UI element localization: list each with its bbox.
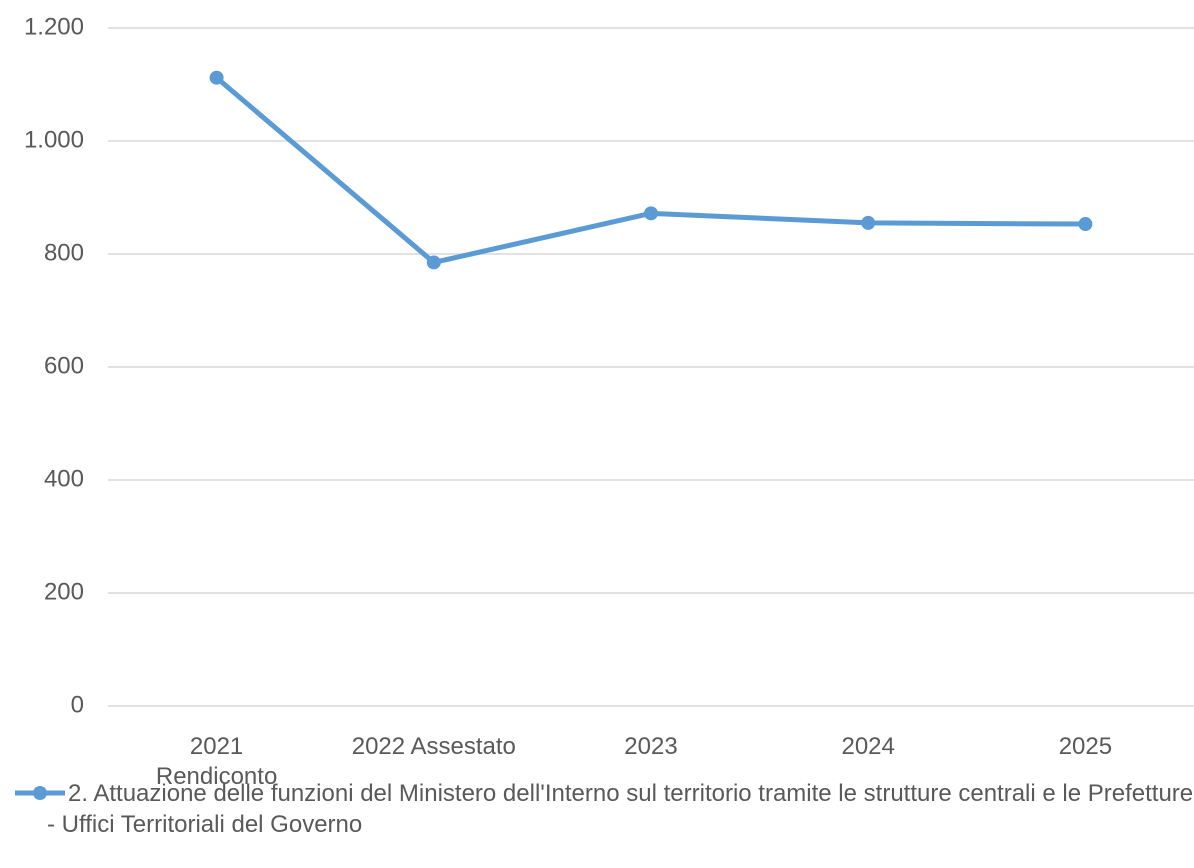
x-tick-label: 2025 xyxy=(1058,733,1113,760)
data-point xyxy=(644,206,658,221)
x-tick-label: 2021 Rendiconto xyxy=(155,733,278,790)
x-tick-label: 2023 xyxy=(624,733,678,760)
series-line xyxy=(214,75,1088,265)
y-tick-label: 0 xyxy=(71,691,84,718)
data-point xyxy=(861,215,876,230)
data-point xyxy=(1078,217,1093,232)
y-tick-label: 1.200 xyxy=(24,13,84,40)
data-point xyxy=(426,255,441,270)
y-tick-label: 1.000 xyxy=(24,126,84,153)
legend-entry: 2. Attuazione delle funzioni del Ministe… xyxy=(47,780,1194,838)
x-tick-label: 2024 xyxy=(841,733,895,760)
y-tick-label: 600 xyxy=(44,352,84,379)
y-tick-label: 800 xyxy=(44,239,84,266)
data-point xyxy=(209,70,224,85)
y-tick-label: 400 xyxy=(44,465,84,492)
y-tick-label: 200 xyxy=(44,578,84,605)
legend-swatch-marker xyxy=(33,786,47,800)
x-tick-label: 2022 Assestato xyxy=(351,733,516,760)
